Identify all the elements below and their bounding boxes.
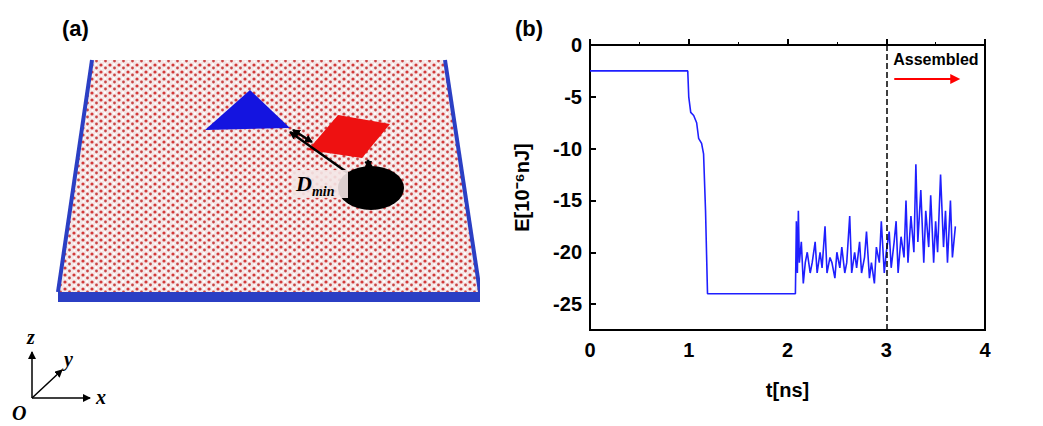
svg-text:y: y <box>62 348 73 371</box>
svg-text:-5: -5 <box>564 86 582 108</box>
svg-text:Assembled: Assembled <box>893 51 978 68</box>
svg-text:-25: -25 <box>553 293 582 315</box>
svg-text:z: z <box>26 326 35 348</box>
svg-text:x: x <box>95 386 106 408</box>
svg-text:1: 1 <box>683 339 694 361</box>
svg-text:-20: -20 <box>553 241 582 263</box>
svg-text:O: O <box>12 402 26 424</box>
svg-text:E[10⁻⁶nJ]: E[10⁻⁶nJ] <box>511 143 533 231</box>
svg-text:-15: -15 <box>553 189 582 211</box>
svg-text:(b): (b) <box>515 16 543 41</box>
svg-text:t[ns]: t[ns] <box>766 379 809 401</box>
svg-text:4: 4 <box>979 339 991 361</box>
svg-text:0: 0 <box>571 34 582 56</box>
svg-text:3: 3 <box>881 339 892 361</box>
svg-text:2: 2 <box>782 339 793 361</box>
svg-text:(a): (a) <box>62 16 89 41</box>
svg-text:Dmin: Dmin <box>295 171 335 199</box>
svg-text:-10: -10 <box>553 138 582 160</box>
svg-text:0: 0 <box>584 339 595 361</box>
